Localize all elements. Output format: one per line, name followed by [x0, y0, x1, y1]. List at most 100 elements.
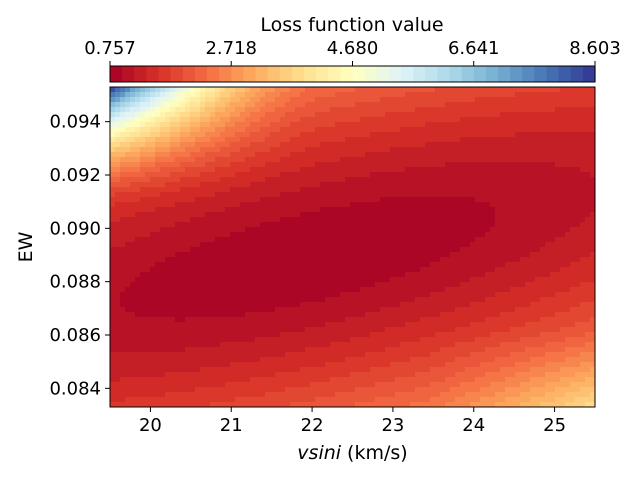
contour-cell — [565, 347, 595, 353]
contour-cell — [440, 347, 486, 353]
contour-cell — [200, 102, 206, 108]
contour-cell — [510, 287, 571, 293]
contour-cell — [590, 392, 595, 398]
contour-cell — [580, 352, 595, 358]
contour-cell — [505, 397, 531, 403]
contour-cell — [255, 102, 266, 108]
x-tick-label: 21 — [220, 415, 243, 436]
contour-cell — [415, 372, 456, 378]
contour-cell — [355, 87, 436, 93]
contour-cell — [115, 87, 121, 93]
contour-cell — [275, 97, 291, 103]
contour-cell — [155, 97, 161, 103]
contour-cell — [555, 162, 595, 168]
contour-cell — [395, 392, 441, 398]
contour-cell — [135, 237, 216, 243]
contour-cell — [435, 87, 561, 93]
contour-cell — [155, 122, 161, 128]
contour-cell — [430, 352, 471, 358]
contour-cell — [485, 372, 516, 378]
contour-cell — [120, 107, 126, 113]
colorbar-swatch — [388, 66, 402, 82]
contour-cell — [350, 202, 491, 208]
contour-cell — [235, 172, 281, 178]
contour-cell — [175, 252, 451, 258]
contour-cell — [115, 147, 131, 153]
contour-cell — [205, 87, 216, 93]
contour-cell — [180, 117, 191, 123]
contour-cell — [390, 362, 446, 368]
x-tick-label: 24 — [462, 415, 485, 436]
contour-cell — [210, 402, 291, 407]
contour-cell — [125, 152, 141, 158]
contour-cell — [190, 122, 201, 128]
contour-cell — [455, 327, 511, 333]
contour-cell — [200, 127, 216, 133]
contour-cell — [155, 142, 171, 148]
contour-cell — [235, 122, 251, 128]
contour-cell — [590, 252, 595, 258]
contour-cell — [555, 312, 595, 318]
contour-cell — [180, 162, 206, 168]
contour-cell — [290, 122, 336, 128]
contour-cell — [210, 137, 226, 143]
contour-cell — [195, 157, 216, 163]
contour-cell — [200, 92, 206, 98]
contour-cell — [160, 97, 171, 103]
contour-cell — [160, 92, 166, 98]
contour-cell — [110, 162, 121, 168]
contour-cell — [250, 112, 266, 118]
contour-cell — [545, 342, 586, 348]
contour-cell — [225, 107, 236, 113]
contour-cell — [135, 97, 141, 103]
colorbar-tick-label: 6.641 — [448, 38, 500, 59]
contour-cell — [220, 147, 241, 153]
contour-cell — [130, 182, 166, 188]
contour-cell — [460, 117, 595, 123]
contour-cell — [535, 277, 595, 283]
contour-cell — [560, 87, 595, 93]
contour-cell — [115, 102, 121, 108]
colorbar: Loss function value 0.757 2.718 4.680 6.641… — [84, 14, 621, 83]
contour-cell — [140, 102, 151, 108]
contour-cell — [110, 337, 256, 343]
contour-cell — [530, 252, 591, 258]
contour-cell — [500, 112, 595, 118]
contour-cell — [590, 212, 595, 218]
contour-cell — [260, 87, 276, 93]
contour-cell — [130, 122, 141, 128]
contour-cell — [245, 127, 261, 133]
colorbar-swatch — [425, 66, 438, 82]
contour-cell — [230, 232, 486, 238]
contour-cell — [315, 97, 381, 103]
contour-cell — [565, 232, 595, 238]
contour-cell — [525, 347, 566, 353]
contour-cell — [220, 87, 226, 93]
contour-cell — [340, 292, 431, 298]
contour-cell — [195, 197, 261, 203]
contour-cell — [520, 257, 581, 263]
contour-cell — [110, 267, 151, 273]
contour-cell — [245, 227, 491, 233]
contour-cell — [475, 337, 521, 343]
contour-cell — [310, 382, 376, 388]
contour-cell — [555, 237, 595, 243]
contour-cell — [170, 132, 181, 138]
contour-cell — [560, 267, 595, 273]
contour-cell — [505, 387, 531, 393]
contour-cell — [380, 197, 476, 203]
contour-cell — [400, 127, 595, 133]
contour-cell — [260, 97, 276, 103]
colorbar-frame — [109, 65, 596, 83]
contour-cell — [465, 367, 501, 373]
contour-cell — [450, 387, 481, 393]
contour-cell — [375, 397, 431, 403]
contour-cell — [225, 382, 311, 388]
contour-cell — [300, 117, 361, 123]
contour-cell — [565, 392, 591, 398]
contour-cell — [315, 112, 386, 118]
contour-cell — [135, 312, 246, 318]
contour-cell — [110, 112, 116, 118]
contour-cell — [180, 97, 186, 103]
y-tick-label: 0.086 — [49, 325, 101, 346]
